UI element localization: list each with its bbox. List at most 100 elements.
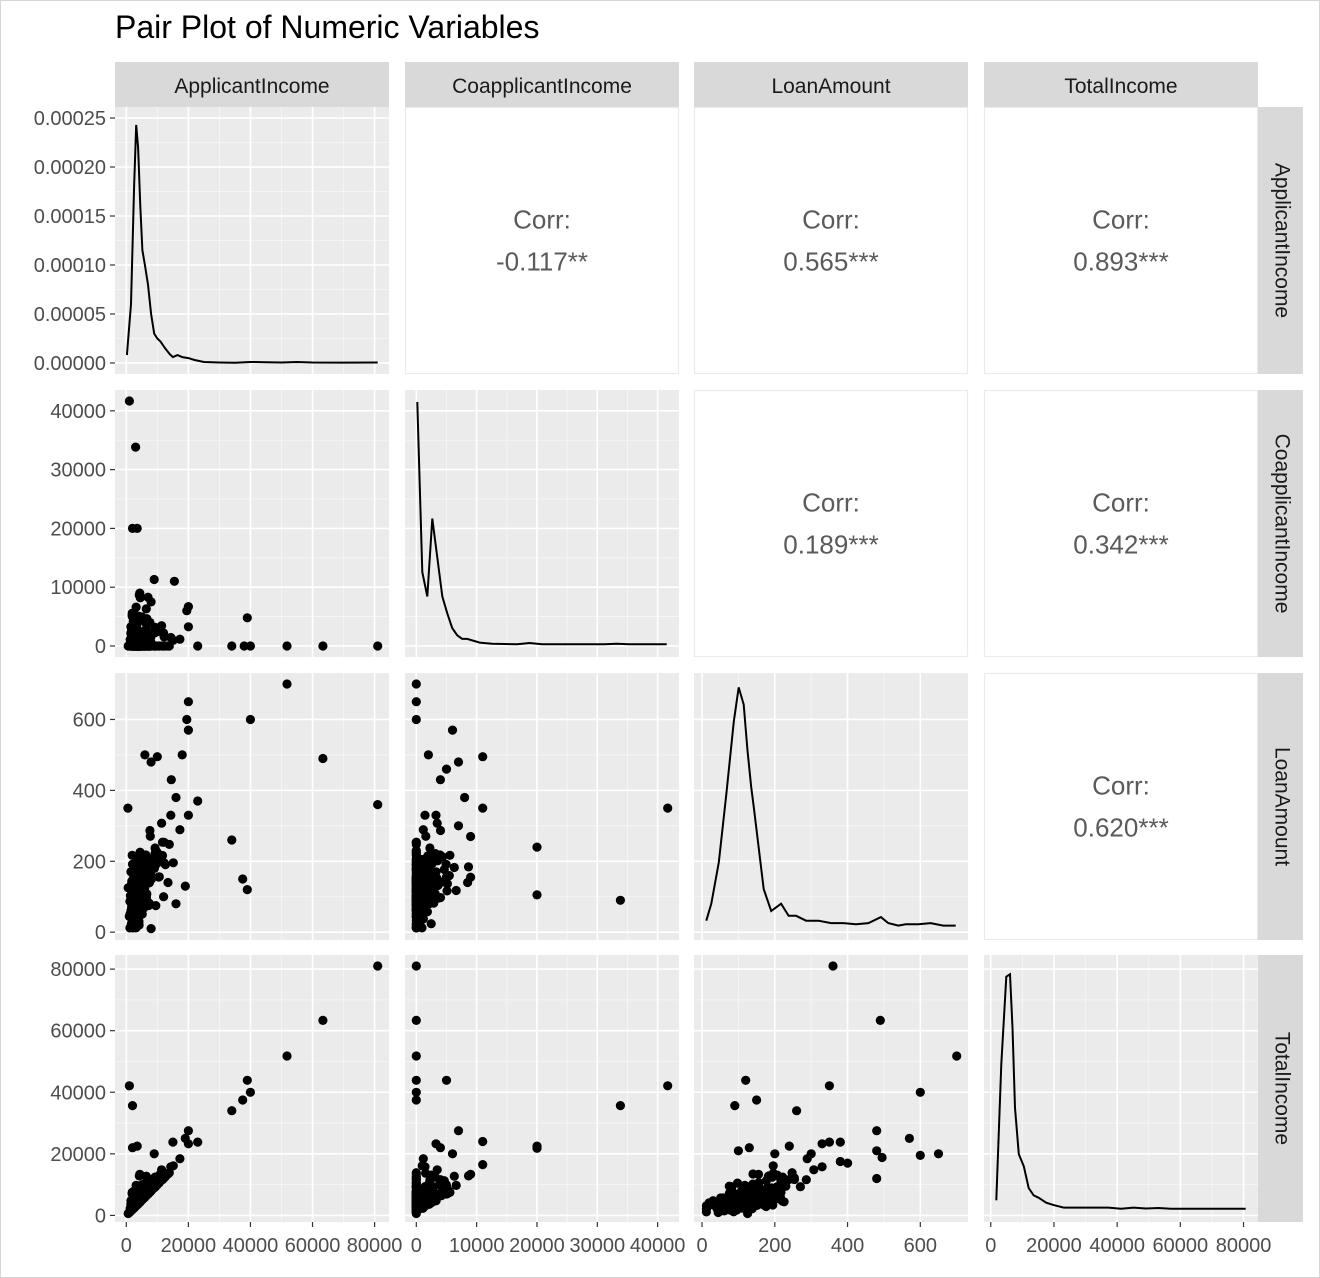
y-tick-label: 40000	[50, 1082, 106, 1104]
data-point	[441, 764, 452, 774]
data-point	[180, 881, 190, 891]
y-tick-label: 80000	[50, 959, 106, 981]
strip-right-2	[1258, 673, 1303, 940]
data-point	[733, 1146, 744, 1156]
corr-panel	[983, 672, 1259, 941]
strip-top-label: ApplicantIncome	[174, 75, 329, 98]
data-point	[164, 1168, 174, 1178]
data-point	[152, 1172, 162, 1182]
strip-top-label: CoapplicantIncome	[452, 75, 632, 98]
data-point	[952, 1051, 962, 1061]
data-point	[615, 1101, 626, 1111]
y-tick-label: 0	[95, 1205, 106, 1227]
data-point	[151, 901, 161, 911]
data-point	[438, 852, 448, 862]
data-point	[318, 641, 328, 651]
data-point	[411, 961, 421, 971]
corr-label: Corr:	[802, 488, 860, 518]
data-point	[451, 1180, 461, 1190]
data-point	[135, 852, 145, 862]
data-point	[714, 1202, 724, 1213]
data-point	[422, 899, 432, 910]
data-point	[168, 1137, 178, 1147]
data-point	[183, 697, 193, 707]
x-tick-label: 20000	[509, 1235, 565, 1257]
data-point	[424, 1195, 434, 1205]
data-point	[238, 874, 248, 884]
corr-panel	[693, 106, 969, 375]
data-point	[242, 1075, 252, 1085]
corr-value: 0.189***	[783, 530, 878, 560]
data-point	[175, 825, 185, 835]
data-point	[123, 803, 133, 813]
data-point	[463, 862, 474, 872]
data-point	[411, 869, 421, 879]
data-point	[463, 1171, 474, 1181]
density-line	[705, 687, 956, 927]
data-point	[135, 615, 145, 626]
data-point	[795, 1182, 806, 1192]
data-point	[168, 1161, 178, 1171]
data-point	[130, 1195, 140, 1205]
y-tick-label: 0.00025	[34, 108, 106, 130]
data-point	[478, 1160, 488, 1170]
data-point	[817, 1162, 827, 1172]
plot-panel	[694, 673, 968, 940]
data-point	[824, 1137, 835, 1147]
data-point	[439, 864, 449, 875]
data-point	[741, 1075, 751, 1085]
data-point	[835, 1156, 845, 1167]
data-point	[227, 835, 237, 845]
data-point	[152, 626, 162, 636]
corr-label: Corr:	[1092, 205, 1150, 235]
data-point	[449, 862, 459, 873]
data-point	[140, 750, 150, 760]
data-point	[146, 597, 156, 607]
strip-right-label: CoapplicantIncome	[1270, 434, 1293, 614]
x-tick-label: 40000	[630, 1235, 686, 1257]
data-point	[138, 859, 148, 869]
y-tick-label: 200	[73, 851, 106, 873]
corr-panel	[404, 106, 680, 375]
data-point	[160, 860, 170, 870]
y-tick-label: 600	[73, 709, 106, 731]
data-point	[149, 1149, 159, 1159]
data-point	[411, 1087, 421, 1097]
data-point	[753, 1180, 763, 1190]
data-point	[171, 792, 181, 803]
data-point	[318, 1015, 328, 1025]
data-point	[177, 750, 187, 760]
data-point	[748, 1169, 758, 1179]
data-point	[193, 1137, 203, 1147]
data-point	[758, 1187, 769, 1197]
data-point	[168, 858, 178, 868]
data-point	[843, 1158, 853, 1168]
y-tick-label: 30000	[50, 460, 106, 482]
data-point	[132, 523, 142, 534]
data-point	[411, 679, 421, 689]
data-point	[411, 1015, 421, 1025]
data-point	[183, 725, 193, 735]
plot-panel	[115, 673, 389, 940]
data-point	[420, 810, 430, 820]
data-point	[824, 1081, 835, 1091]
data-point	[245, 641, 255, 651]
data-point	[411, 885, 421, 895]
data-point	[193, 796, 203, 806]
data-point	[445, 850, 455, 860]
data-point	[411, 1202, 421, 1213]
data-point	[152, 752, 162, 762]
data-point	[124, 396, 134, 406]
data-point	[163, 877, 173, 888]
density-line	[125, 124, 378, 364]
corr-panel	[983, 389, 1259, 658]
data-point	[453, 1126, 464, 1136]
data-point	[872, 1146, 882, 1156]
data-point	[432, 818, 442, 828]
data-point	[146, 924, 156, 934]
data-point	[183, 1126, 193, 1136]
data-point	[411, 1075, 421, 1085]
corr-label: Corr:	[802, 205, 860, 235]
data-point	[774, 1184, 784, 1194]
